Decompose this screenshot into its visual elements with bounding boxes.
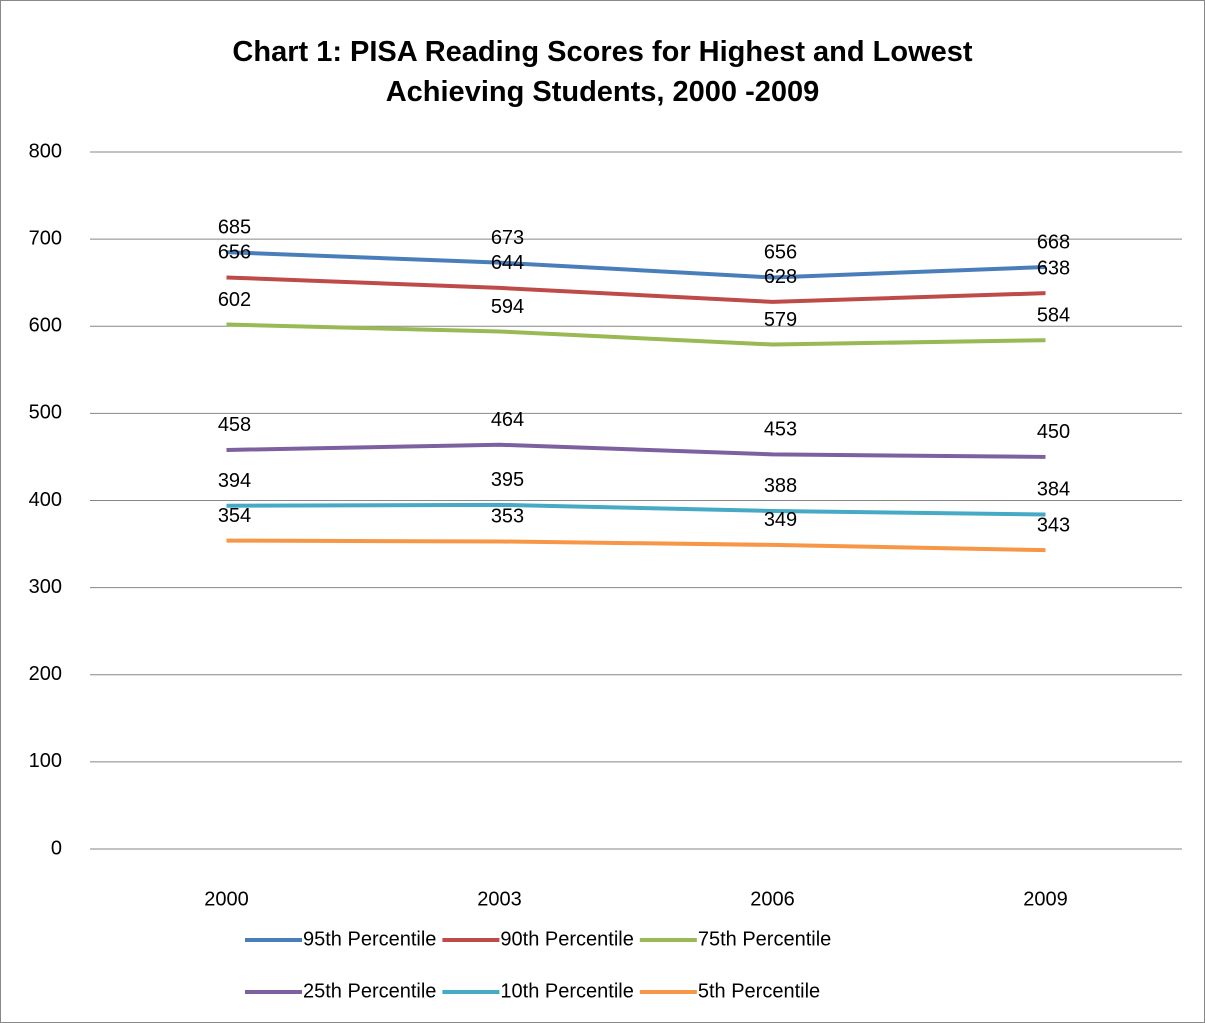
legend-label: 75th Percentile (698, 928, 831, 950)
series-line (226, 442, 1046, 459)
legend-label: 5th Percentile (698, 980, 820, 1002)
data-label: 638 (1037, 257, 1070, 279)
y-tick-label: 200 (29, 663, 62, 685)
legend-label: 95th Percentile (303, 928, 436, 950)
data-label: 602 (218, 289, 251, 311)
chart-title: Chart 1: PISA Reading Scores for Highest… (232, 36, 973, 108)
y-tick-label: 0 (51, 837, 62, 859)
y-tick-label: 300 (29, 576, 62, 598)
series-line (226, 275, 1046, 304)
data-label: 579 (764, 309, 797, 331)
data-label: 668 (1037, 231, 1070, 253)
y-tick-label: 100 (29, 750, 62, 772)
data-label: 656 (764, 242, 797, 264)
data-label: 388 (764, 475, 797, 497)
data-label: 584 (1037, 304, 1070, 326)
data-label: 394 (218, 470, 251, 492)
x-tick-label: 2006 (750, 888, 795, 910)
series-line (226, 250, 1046, 280)
data-label: 685 (218, 216, 251, 238)
data-label: 395 (491, 469, 524, 491)
data-label: 594 (491, 296, 524, 318)
legend-label: 90th Percentile (500, 928, 633, 950)
data-label: 656 (218, 242, 251, 264)
y-tick-label: 800 (29, 140, 62, 162)
y-tick-label: 600 (29, 315, 62, 337)
data-label: 673 (491, 227, 524, 249)
data-label: 349 (764, 509, 797, 531)
data-label: 458 (218, 414, 251, 436)
data-label: 450 (1037, 421, 1070, 443)
data-label: 453 (764, 419, 797, 441)
data-label: 644 (491, 252, 524, 274)
series-line (226, 322, 1046, 347)
data-label: 384 (1037, 479, 1070, 501)
x-tick-label: 2009 (1023, 888, 1068, 910)
series-line (226, 538, 1046, 553)
data-label: 628 (764, 266, 797, 288)
data-label: 343 (1037, 514, 1070, 536)
y-tick-label: 400 (29, 489, 62, 511)
data-label: 354 (218, 505, 251, 527)
x-tick-label: 2000 (204, 888, 249, 910)
legend-label: 10th Percentile (500, 980, 633, 1002)
x-tick-label: 2003 (477, 888, 522, 910)
data-label: 464 (491, 409, 524, 431)
y-tick-label: 700 (29, 227, 62, 249)
y-tick-label: 500 (29, 402, 62, 424)
data-label: 353 (491, 506, 524, 528)
legend-label: 25th Percentile (303, 980, 436, 1002)
series-line (226, 502, 1046, 517)
